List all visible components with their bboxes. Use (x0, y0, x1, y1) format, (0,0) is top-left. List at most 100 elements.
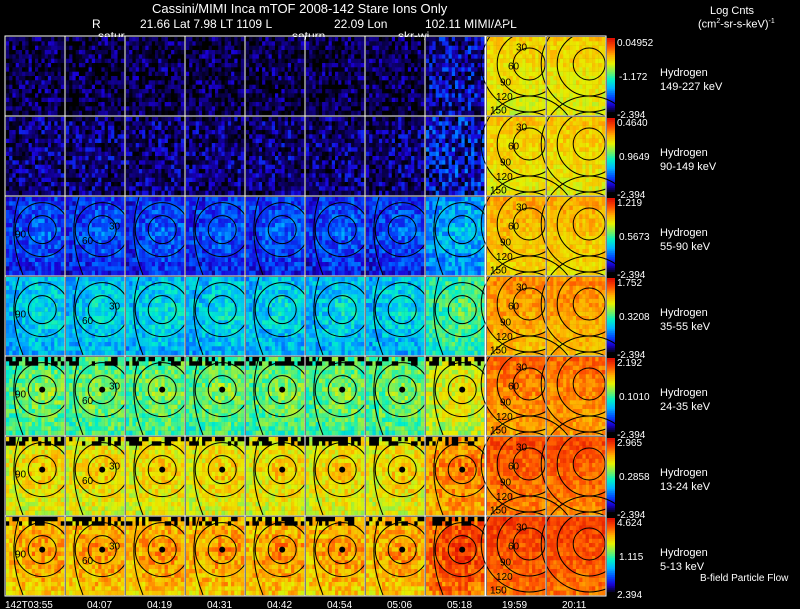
heatmap-cell (158, 37, 162, 42)
heatmap-cell (79, 67, 83, 72)
heatmap-cell (155, 111, 159, 116)
heatmap-cell (95, 37, 99, 42)
heatmap-cell (278, 106, 282, 111)
heatmap-cell (228, 54, 232, 59)
heatmap-cell (12, 93, 16, 98)
heatmap-cell (132, 76, 136, 81)
heatmap-cell (189, 72, 193, 77)
heatmap-cell (241, 72, 245, 77)
heatmap-cell (35, 72, 39, 77)
heatmap-cell (294, 72, 298, 77)
heatmap-cell (265, 85, 269, 90)
heatmap-cell (181, 106, 185, 111)
heatmap-cell (82, 67, 86, 72)
heatmap-cell (249, 98, 253, 103)
heatmap-cell (32, 89, 36, 94)
heatmap-cell (121, 89, 125, 94)
heatmap-cell (174, 89, 178, 94)
heatmap-cell (202, 89, 206, 94)
heatmap-cell (95, 46, 99, 51)
heatmap-cell (29, 59, 32, 64)
heatmap-cell (265, 76, 269, 81)
heatmap-cell (35, 41, 39, 46)
heatmap-cell (142, 102, 146, 107)
heatmap-cell (16, 63, 20, 68)
heatmap-cell (238, 72, 242, 77)
heatmap-cell (205, 46, 209, 51)
heatmap-cell (161, 59, 165, 64)
heatmap-cell (259, 41, 263, 46)
heatmap-cell (218, 102, 222, 107)
heatmap-cell (61, 67, 65, 72)
heatmap-cell (259, 85, 263, 90)
heatmap-cell (241, 98, 245, 103)
heatmap-cell (19, 89, 23, 94)
heatmap-cell (256, 54, 260, 59)
heatmap-cell (149, 37, 153, 42)
heatmap-cell (168, 89, 172, 94)
heatmap-cell (29, 85, 32, 90)
heatmap-cell (54, 46, 58, 51)
heatmap-cell (48, 89, 52, 94)
heatmap-cell (178, 72, 182, 77)
heatmap-cell (85, 93, 89, 98)
heatmap-cell (142, 98, 146, 103)
heatmap-cell (199, 67, 203, 72)
heatmap-cell (38, 85, 42, 90)
heatmap-cell (152, 59, 156, 64)
heatmap-cell (196, 111, 200, 116)
heatmap-cell (215, 89, 219, 94)
heatmap-cell (126, 98, 130, 103)
heatmap-cell (249, 37, 253, 42)
heatmap-cell (19, 41, 23, 46)
heatmap-cell (246, 93, 250, 98)
heatmap-cell (25, 46, 29, 51)
heatmap-cell (202, 102, 206, 107)
heatmap-cell (272, 72, 276, 77)
heatmap-cell (221, 93, 225, 98)
heatmap-cell (281, 72, 285, 77)
heatmap-cell (241, 93, 245, 98)
heatmap-cell (9, 63, 13, 68)
heatmap-cell (265, 93, 269, 98)
heatmap-cell (22, 50, 26, 55)
heatmap-cell (171, 50, 175, 55)
heatmap-cell (16, 46, 20, 51)
heatmap-cell (269, 93, 273, 98)
heatmap-cell (192, 50, 196, 55)
heatmap-cell (76, 46, 80, 51)
heatmap-cell (16, 111, 20, 116)
heatmap-cell (22, 98, 26, 103)
heatmap-cell (252, 85, 256, 90)
heatmap-cell (202, 76, 206, 81)
heatmap-cell (19, 72, 23, 77)
heatmap-cell (256, 111, 260, 116)
heatmap-cell (45, 67, 49, 72)
heatmap-cell (298, 93, 302, 98)
heatmap-cell (79, 46, 83, 51)
heatmap-cell (149, 63, 153, 68)
heatmap-cell (228, 72, 232, 77)
heatmap-cell (51, 41, 55, 46)
heatmap-cell (225, 98, 229, 103)
heatmap-cell (238, 111, 242, 116)
heatmap-cell (265, 41, 269, 46)
heatmap-cell (58, 85, 62, 90)
heatmap-cell (101, 89, 105, 94)
heatmap-cell (6, 111, 10, 116)
heatmap-cell (89, 46, 93, 51)
heatmap-cell (272, 98, 276, 103)
heatmap-cell (231, 93, 235, 98)
heatmap-cell (29, 89, 32, 94)
heatmap-cell (256, 106, 260, 111)
heatmap-cell (212, 85, 216, 90)
heatmap-cell (58, 63, 62, 68)
heatmap-cell (202, 59, 206, 64)
heatmap-cell (121, 50, 125, 55)
heatmap-cell (202, 93, 206, 98)
heatmap-cell (152, 76, 156, 81)
heatmap-cell (192, 98, 196, 103)
heatmap-cell (281, 54, 285, 59)
heatmap-cell (66, 59, 70, 64)
heatmap-cell (145, 63, 149, 68)
